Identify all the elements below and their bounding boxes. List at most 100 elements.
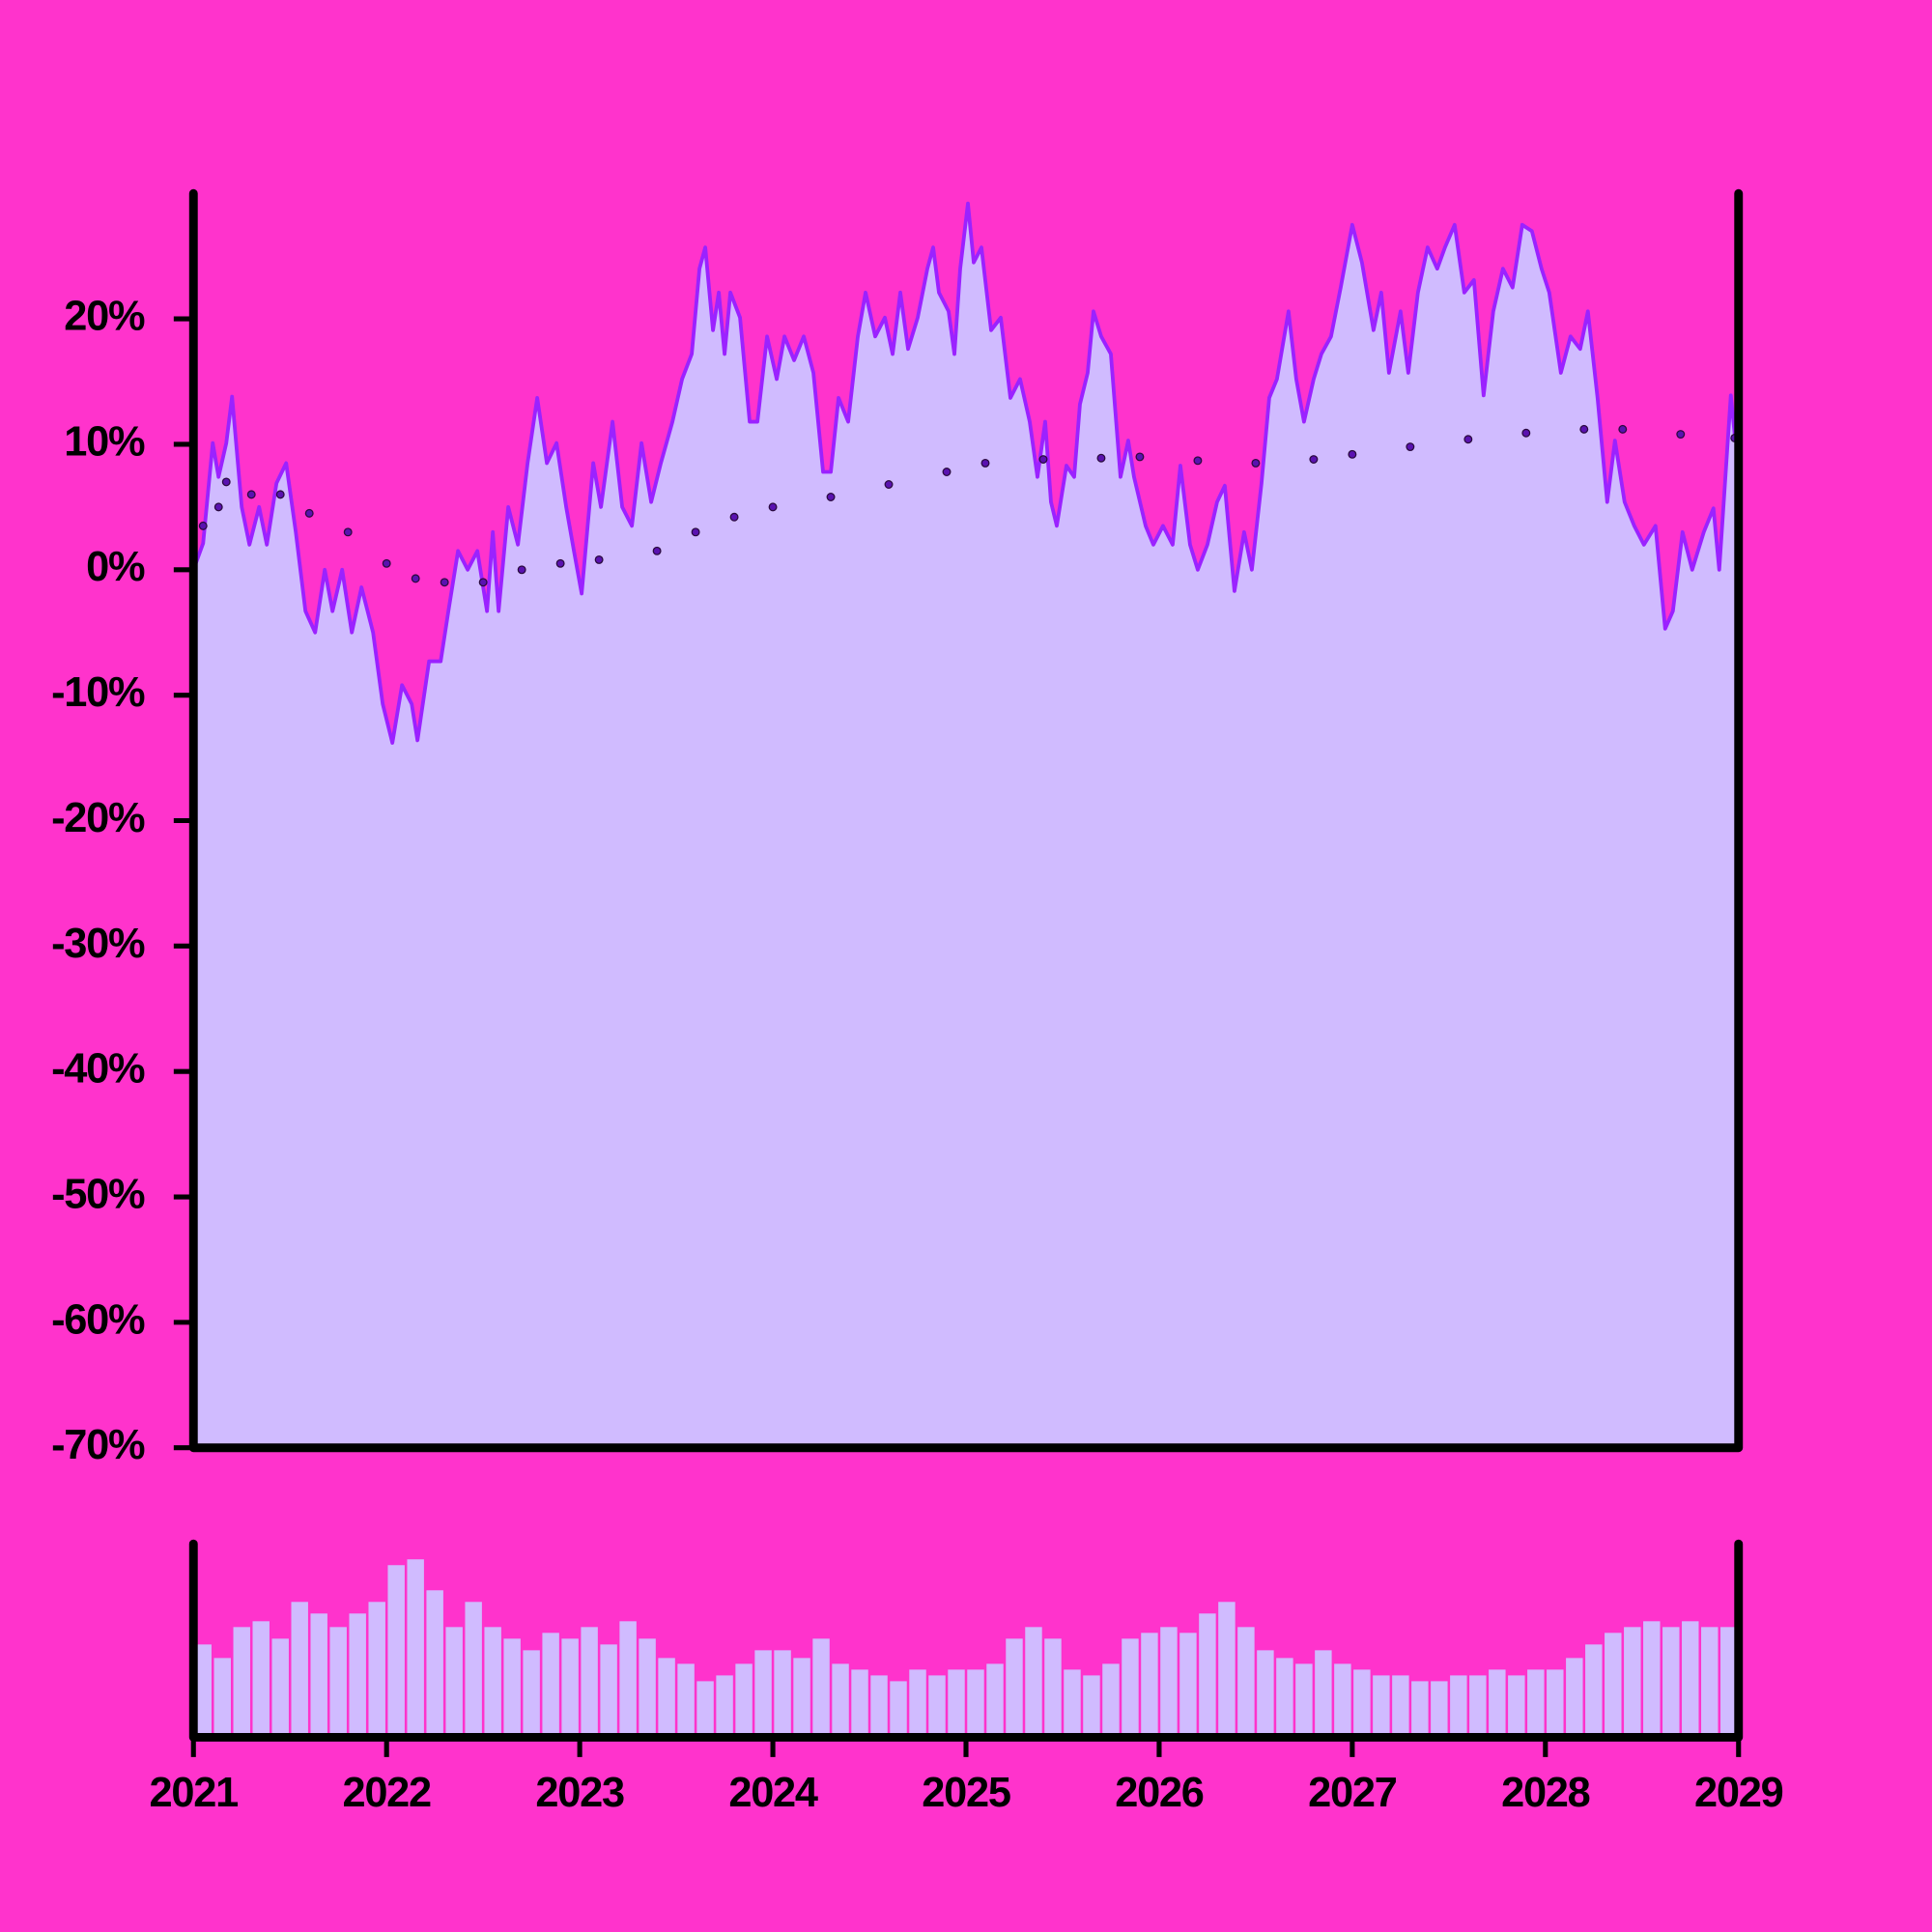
volume-bar [812, 1638, 830, 1738]
average-dot [198, 521, 208, 530]
volume-bar [1643, 1621, 1661, 1738]
area-fill [193, 203, 1735, 1448]
axis-frame [188, 1539, 1744, 1742]
volume-bar [1160, 1627, 1178, 1738]
y-tick-label: -60% [51, 1296, 145, 1343]
volume-bar [561, 1638, 579, 1738]
axis-frame [188, 188, 1744, 1453]
volume-bar [1450, 1675, 1467, 1738]
average-dot [1135, 452, 1145, 462]
y-tick-label: 20% [64, 294, 145, 340]
average-dot [221, 477, 231, 487]
volume-bar [1682, 1621, 1699, 1738]
volume-bar [1218, 1602, 1236, 1738]
average-dot [1463, 435, 1473, 444]
volume-bar [1566, 1658, 1583, 1738]
average-dot [382, 558, 391, 568]
volume-bar [793, 1658, 810, 1738]
volume-bar [948, 1669, 965, 1738]
volume-bar [407, 1559, 424, 1738]
average-dot [1251, 458, 1261, 468]
volume-bar [1315, 1650, 1332, 1738]
average-dot [652, 546, 662, 555]
volume-bar [542, 1633, 559, 1738]
volume-bar [1373, 1675, 1390, 1738]
average-dot [246, 490, 256, 499]
average-dot [980, 458, 990, 468]
average-dot [691, 527, 700, 537]
average-dot [1521, 428, 1531, 438]
y-tick-label: 10% [64, 418, 145, 465]
average-dot [1579, 424, 1589, 434]
y-tick-label: -70% [51, 1422, 145, 1468]
average-dot [768, 502, 778, 512]
y-tick-label: -40% [51, 1046, 145, 1093]
volume-bar [1025, 1627, 1042, 1738]
x-tick-label: 2027 [1308, 1770, 1397, 1816]
volume-bar [677, 1663, 695, 1738]
volume-bar [619, 1621, 637, 1738]
average-dot [1618, 424, 1628, 434]
x-tick-label: 2025 [922, 1770, 1010, 1816]
volume-bar [194, 1644, 212, 1738]
average-dot [478, 578, 488, 587]
volume-bar [1064, 1669, 1081, 1738]
average-dot [440, 578, 449, 587]
average-dot [1676, 430, 1686, 440]
volume-bar [1199, 1613, 1216, 1738]
volume-bar [349, 1613, 366, 1738]
volume-bar [1102, 1663, 1120, 1738]
price-line [191, 201, 1737, 745]
volume-bar [1276, 1658, 1293, 1738]
y-tick-label: 0% [86, 544, 145, 590]
y-tick-label: -30% [51, 921, 145, 967]
average-dot [411, 574, 420, 583]
volume-bar [1392, 1675, 1409, 1738]
volume-bar [639, 1638, 656, 1738]
volume-bar [851, 1669, 868, 1738]
average-dot [942, 468, 952, 476]
volume-bar [1489, 1669, 1506, 1738]
average-dot [1096, 453, 1106, 463]
x-tick-label: 2024 [728, 1770, 818, 1816]
average-dot [729, 512, 739, 522]
volume-bar [1547, 1669, 1564, 1738]
volume-bar [503, 1638, 521, 1738]
x-tick-label: 2022 [343, 1770, 432, 1816]
volume-bar [735, 1663, 753, 1738]
volume-bar [1720, 1627, 1738, 1738]
volume-bar [909, 1669, 926, 1738]
volume-bar [600, 1644, 617, 1738]
volume-bar [986, 1663, 1004, 1738]
volume-bar [1257, 1650, 1274, 1738]
volume-bar [716, 1675, 733, 1738]
volume-bar [291, 1602, 308, 1738]
volume-bar [581, 1627, 598, 1738]
volume-bar [1179, 1633, 1197, 1738]
volume-bar [445, 1627, 463, 1738]
average-dot [343, 527, 353, 537]
volume-bar [1624, 1627, 1641, 1738]
average-dot [213, 502, 223, 512]
volume-bar [1295, 1663, 1313, 1738]
average-dot [1309, 455, 1319, 464]
average-dot [304, 508, 314, 518]
volume-bar [1237, 1627, 1255, 1738]
volume-bar [310, 1613, 327, 1738]
volume-bar [1353, 1669, 1371, 1738]
volume-bar [1605, 1633, 1622, 1738]
volume-bar [774, 1650, 791, 1738]
volume-bar [252, 1621, 270, 1738]
volume-bar [368, 1602, 385, 1738]
volume-bar [1006, 1638, 1023, 1738]
y-tick-label: -50% [51, 1171, 145, 1217]
x-tick-label: 2028 [1501, 1770, 1590, 1816]
volume-bar [928, 1675, 946, 1738]
x-tick-label: 2021 [150, 1770, 239, 1816]
average-dot [275, 490, 285, 499]
volume-bar [465, 1602, 482, 1738]
volume-bar [754, 1650, 772, 1738]
average-dot [1406, 442, 1415, 452]
